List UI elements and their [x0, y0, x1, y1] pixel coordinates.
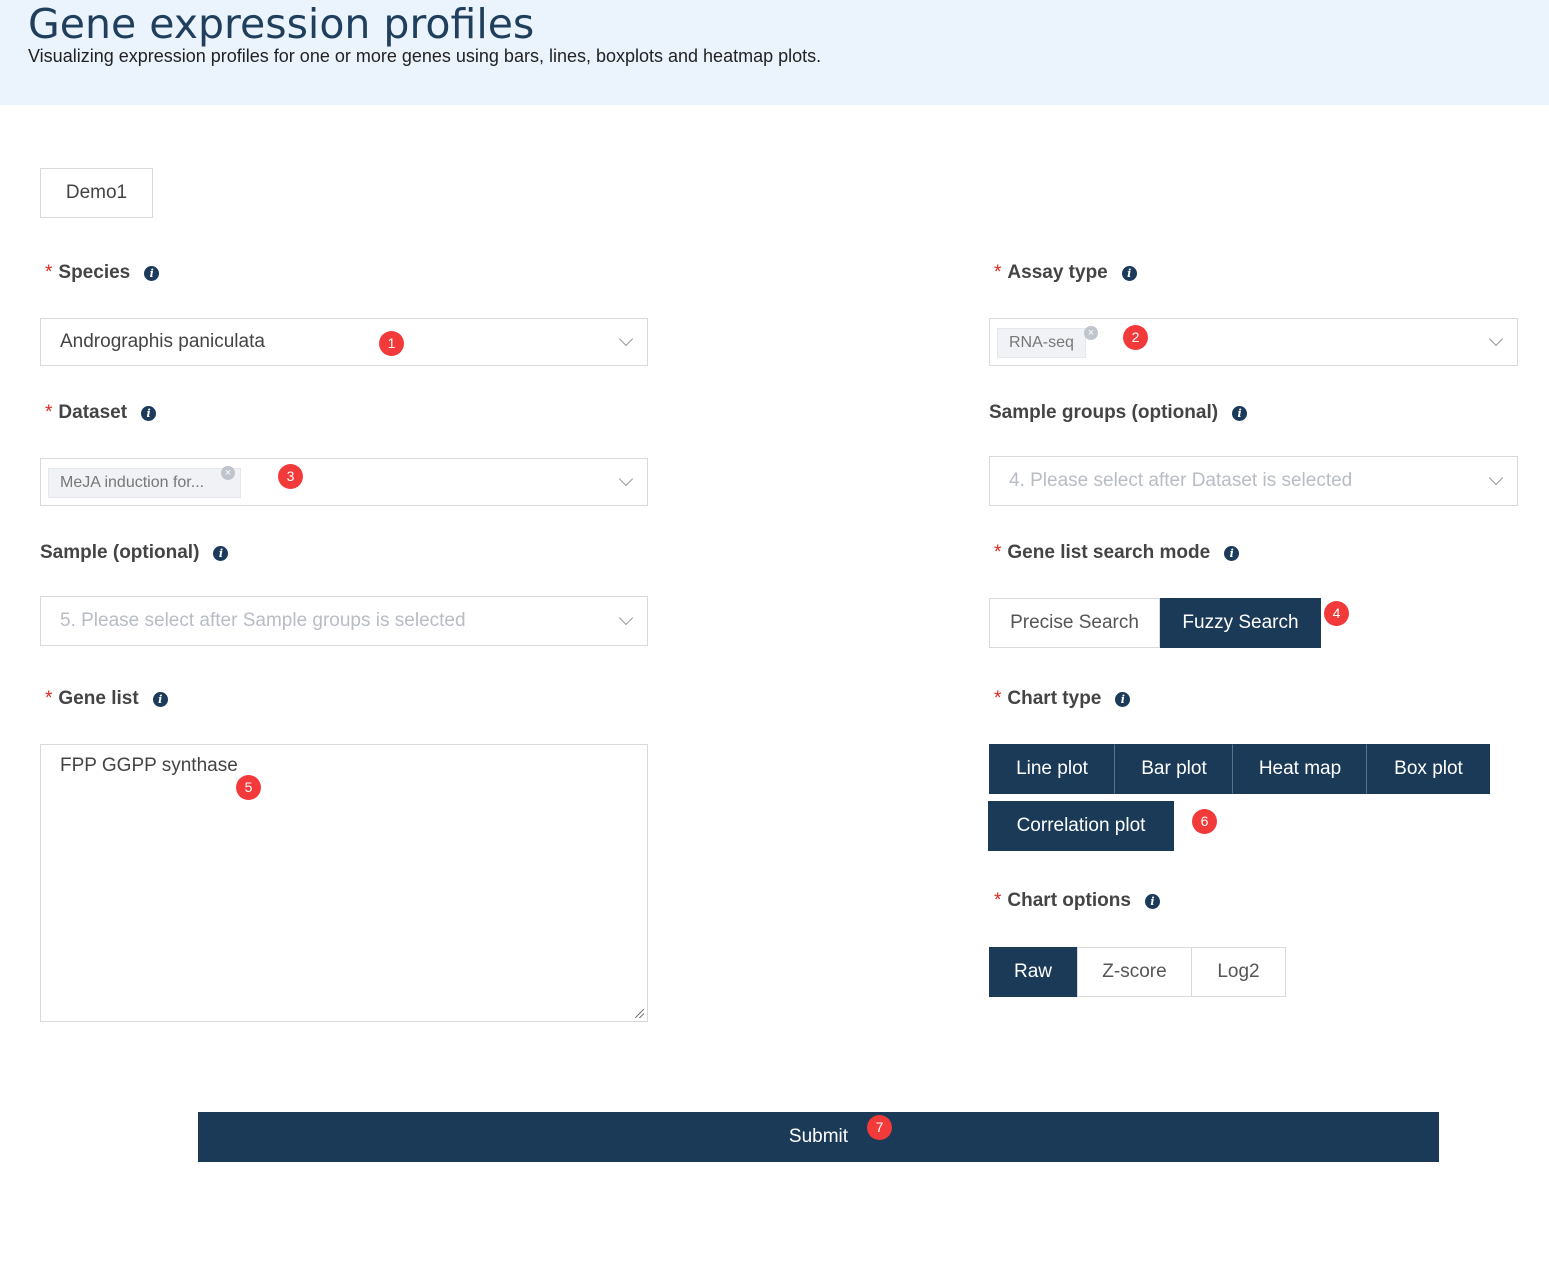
page-title: Gene expression profiles [28, 0, 535, 48]
tag-remove-icon[interactable]: × [1084, 326, 1098, 340]
dataset-tag: MeJA induction for... [48, 468, 241, 498]
precise-search-button[interactable]: Precise Search [989, 598, 1160, 648]
required-mark: * [45, 262, 53, 283]
chart-options-label: * Chart options i [994, 890, 1160, 912]
chevron-down-icon [618, 610, 634, 626]
sample-groups-label-text: Sample groups (optional) [989, 402, 1219, 423]
info-icon[interactable]: i [1224, 545, 1240, 561]
demo1-button[interactable]: Demo1 [40, 168, 153, 218]
info-icon[interactable]: i [1115, 691, 1131, 707]
assay-type-select[interactable]: RNA-seq × 2 [989, 318, 1518, 366]
required-mark: * [994, 890, 1002, 911]
page-subtitle: Visualizing expression profiles for one … [28, 46, 822, 66]
info-icon[interactable]: i [213, 545, 229, 561]
info-icon[interactable]: i [152, 691, 168, 707]
info-icon[interactable]: i [1144, 893, 1160, 909]
tag-remove-icon[interactable]: × [221, 466, 235, 480]
info-icon[interactable]: i [144, 265, 160, 281]
gene-list-value: FPP GGPP synthase [60, 755, 238, 776]
sample-groups-placeholder: 4. Please select after Dataset is select… [1009, 470, 1353, 491]
resize-handle-icon[interactable] [635, 1009, 644, 1018]
sample-select[interactable]: 5. Please select after Sample groups is … [40, 596, 648, 646]
assay-type-label-text: Assay type [1007, 262, 1108, 283]
search-mode-label: * Gene list search mode i [994, 542, 1240, 564]
dataset-label-text: Dataset [58, 402, 128, 423]
info-icon[interactable]: i [1121, 265, 1137, 281]
annotation-badge: 6 [1192, 809, 1217, 834]
required-mark: * [994, 688, 1002, 709]
species-value: Andrographis paniculata [60, 331, 265, 352]
gene-list-textarea[interactable]: FPP GGPP synthase 5 [40, 744, 648, 1022]
submit-button[interactable]: Submit [198, 1112, 1439, 1162]
gene-list-label: * Gene list i [45, 688, 168, 710]
fuzzy-search-button[interactable]: Fuzzy Search [1160, 598, 1321, 648]
raw-option-button[interactable]: Raw [989, 947, 1077, 997]
annotation-badge: 5 [236, 775, 261, 800]
search-mode-label-text: Gene list search mode [1007, 542, 1211, 563]
chevron-down-icon [1488, 331, 1504, 347]
sample-groups-label: Sample groups (optional) i [989, 402, 1248, 424]
chart-options-label-text: Chart options [1007, 890, 1131, 911]
chevron-down-icon [1488, 470, 1504, 486]
line-plot-button[interactable]: Line plot [989, 744, 1115, 794]
info-icon[interactable]: i [141, 405, 157, 421]
dataset-tag-label: MeJA induction for... [60, 474, 205, 491]
bar-plot-button[interactable]: Bar plot [1115, 744, 1233, 794]
annotation-badge: 2 [1123, 325, 1148, 350]
dataset-select[interactable]: MeJA induction for... × 3 [40, 458, 648, 506]
assay-type-tag: RNA-seq [997, 328, 1086, 358]
required-mark: * [45, 688, 53, 709]
assay-type-label: * Assay type i [994, 262, 1137, 284]
required-mark: * [45, 402, 53, 423]
box-plot-button[interactable]: Box plot [1367, 744, 1490, 794]
sample-groups-select[interactable]: 4. Please select after Dataset is select… [989, 456, 1518, 506]
chevron-down-icon [618, 331, 634, 347]
annotation-badge: 1 [379, 331, 404, 356]
log2-option-button[interactable]: Log2 [1191, 947, 1286, 997]
gene-list-label-text: Gene list [58, 688, 139, 709]
species-select[interactable]: Andrographis paniculata 1 [40, 318, 648, 366]
chart-type-label-text: Chart type [1007, 688, 1102, 709]
species-label-text: Species [58, 262, 131, 283]
species-label: * Species i [45, 262, 160, 284]
required-mark: * [994, 262, 1002, 283]
annotation-badge: 7 [867, 1115, 892, 1140]
page-header: Gene expression profiles Visualizing exp… [0, 0, 1549, 105]
sample-label: Sample (optional) i [40, 542, 229, 564]
assay-type-tag-label: RNA-seq [1009, 334, 1074, 351]
chevron-down-icon [618, 471, 634, 487]
required-mark: * [994, 542, 1002, 563]
chart-type-label: * Chart type i [994, 688, 1131, 710]
info-icon[interactable]: i [1232, 405, 1248, 421]
heat-map-button[interactable]: Heat map [1233, 744, 1367, 794]
annotation-badge: 3 [278, 464, 303, 489]
dataset-label: * Dataset i [45, 402, 157, 424]
correlation-plot-button[interactable]: Correlation plot [988, 801, 1174, 851]
z-score-option-button[interactable]: Z-score [1077, 947, 1192, 997]
annotation-badge: 4 [1324, 601, 1349, 626]
sample-label-text: Sample (optional) [40, 542, 200, 563]
sample-placeholder: 5. Please select after Sample groups is … [60, 610, 466, 631]
